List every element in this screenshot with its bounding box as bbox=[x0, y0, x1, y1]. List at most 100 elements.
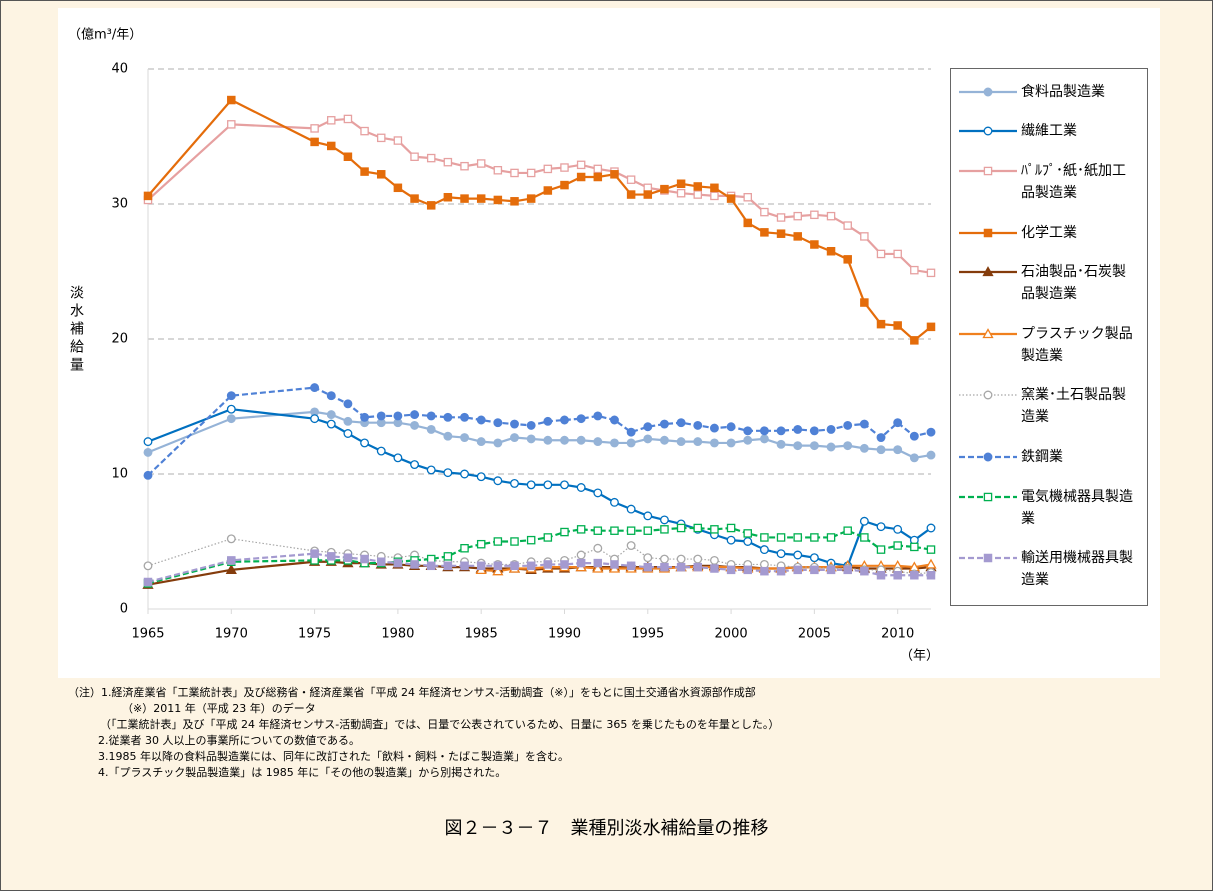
point bbox=[793, 550, 803, 560]
y-tick-label: 10 bbox=[111, 467, 128, 482]
note-line: 2.従業者 30 人以上の事業所についての数値である。 bbox=[98, 734, 361, 747]
point bbox=[626, 561, 636, 571]
point bbox=[360, 167, 369, 176]
point bbox=[926, 523, 936, 533]
legend-item: プラスチック製品製造業 bbox=[951, 325, 1147, 367]
legend-item: 窯業･土石製品製造業 bbox=[951, 386, 1147, 428]
point bbox=[326, 410, 336, 420]
legend-item: ﾊﾟﾙﾌﾟ･紙･紙加工品製造業 bbox=[951, 162, 1147, 204]
point bbox=[893, 524, 903, 534]
point bbox=[893, 445, 903, 455]
legend-marker bbox=[983, 553, 993, 563]
point bbox=[327, 116, 336, 125]
point bbox=[476, 437, 486, 447]
point bbox=[543, 435, 553, 445]
point bbox=[576, 160, 586, 170]
point bbox=[593, 543, 603, 553]
point bbox=[726, 422, 736, 432]
point bbox=[843, 420, 853, 430]
series-line bbox=[147, 98, 932, 342]
point bbox=[660, 184, 669, 194]
point bbox=[760, 207, 769, 217]
point bbox=[693, 523, 703, 533]
series-line bbox=[147, 410, 932, 459]
point bbox=[492, 565, 504, 576]
y-tick-label: 20 bbox=[111, 332, 128, 347]
point bbox=[659, 419, 669, 429]
point bbox=[826, 533, 836, 542]
x-unit: （年） bbox=[900, 649, 939, 664]
point bbox=[576, 435, 586, 445]
point bbox=[593, 164, 603, 174]
point bbox=[226, 404, 236, 414]
point bbox=[493, 165, 503, 175]
point bbox=[893, 249, 902, 259]
legend-swatch bbox=[959, 228, 1017, 237]
point bbox=[460, 544, 469, 553]
point bbox=[610, 415, 619, 425]
point bbox=[810, 240, 819, 249]
point bbox=[310, 549, 319, 558]
point bbox=[360, 126, 369, 136]
point bbox=[476, 561, 486, 571]
point bbox=[809, 441, 819, 451]
point bbox=[376, 557, 386, 567]
point bbox=[343, 416, 353, 426]
point bbox=[460, 469, 469, 479]
legend-swatch bbox=[959, 492, 1017, 501]
point bbox=[343, 553, 353, 562]
point bbox=[476, 415, 486, 425]
legend-label: 石油製品･石炭製品製造業 bbox=[1021, 264, 1126, 303]
legend-marker bbox=[982, 327, 994, 338]
point bbox=[626, 438, 636, 448]
point bbox=[693, 554, 703, 564]
point bbox=[143, 561, 153, 571]
x-tick-label: 1990 bbox=[548, 627, 581, 642]
point bbox=[593, 488, 603, 498]
point bbox=[776, 229, 786, 238]
point bbox=[893, 541, 902, 550]
point bbox=[643, 511, 653, 521]
point bbox=[476, 194, 486, 203]
point bbox=[443, 192, 453, 202]
point bbox=[510, 433, 519, 442]
point bbox=[510, 197, 519, 206]
point bbox=[826, 565, 836, 575]
point bbox=[460, 561, 469, 571]
point bbox=[659, 435, 669, 445]
point bbox=[310, 137, 319, 147]
point bbox=[759, 545, 769, 555]
point bbox=[760, 566, 769, 576]
point bbox=[743, 529, 752, 538]
legend-label: ﾊﾟﾙﾌﾟ･紙･紙加工品製造業 bbox=[1021, 162, 1126, 201]
point bbox=[876, 445, 886, 455]
point bbox=[360, 554, 369, 564]
legend-swatch bbox=[959, 390, 1017, 400]
point bbox=[676, 523, 686, 533]
x-tick-label: 2005 bbox=[798, 627, 831, 642]
point bbox=[376, 411, 386, 421]
series-line bbox=[147, 552, 931, 584]
point bbox=[643, 553, 653, 563]
point bbox=[426, 425, 436, 434]
point bbox=[909, 453, 919, 463]
point bbox=[759, 426, 769, 436]
point bbox=[860, 232, 869, 241]
point bbox=[810, 533, 819, 542]
legend-marker bbox=[983, 126, 993, 136]
point bbox=[343, 429, 353, 438]
point bbox=[876, 522, 886, 532]
point bbox=[909, 431, 919, 441]
point bbox=[443, 552, 453, 561]
point bbox=[376, 170, 386, 179]
point bbox=[410, 194, 419, 203]
note-line: （「工業統計表」及び「平成 24 年経済センサス-活動調査」では、日量で公表され… bbox=[100, 718, 780, 731]
legend-marker bbox=[983, 228, 993, 237]
legend-marker bbox=[982, 266, 994, 277]
point bbox=[360, 438, 370, 448]
point bbox=[610, 497, 619, 507]
legend-marker bbox=[983, 492, 993, 501]
point bbox=[393, 136, 403, 145]
point bbox=[710, 525, 719, 534]
point bbox=[709, 438, 719, 448]
